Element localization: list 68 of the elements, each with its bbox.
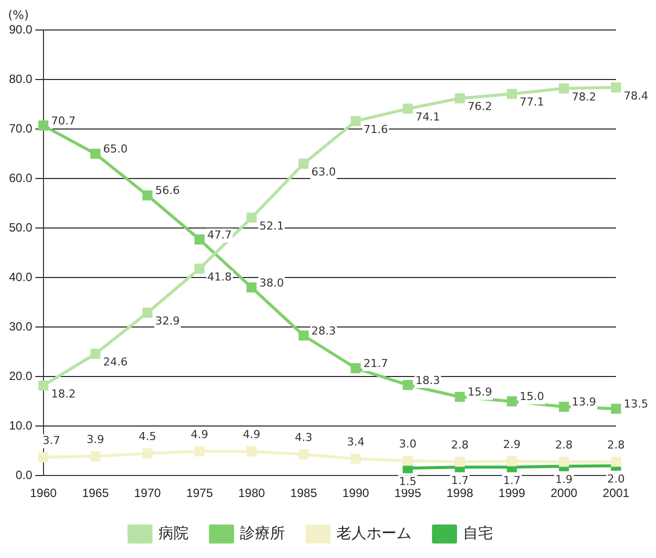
data-label: 63.0 [311,166,336,179]
y-tick-label: 20.0 [8,368,33,383]
y-tick-label: 30.0 [8,319,33,334]
y-tick-label: 40.0 [8,270,33,284]
y-tick-label: 70.0 [8,121,33,136]
y-tick-label: 60.0 [8,170,33,185]
data-label: 2.8 [607,438,625,452]
y-tick-label: 90.0 [8,22,33,36]
data-label: 18.2 [51,387,76,400]
data-label: 76.2 [468,100,492,114]
data-label: 52.1 [259,220,284,233]
data-label: 15.0 [520,390,544,404]
data-label: 2.8 [451,438,469,452]
y-axis-title: (%) [8,8,29,22]
data-label: 47.7 [207,228,232,242]
data-label: 78.4 [624,89,648,102]
data-label: 77.1 [520,96,544,109]
x-tick-label: 1965 [82,486,110,500]
data-label: 41.8 [207,270,232,284]
x-tick-label: 1985 [290,486,318,500]
x-tick-label: 1960 [30,486,58,500]
x-tick-label: 2001 [602,486,630,500]
data-label: 32.9 [155,314,180,328]
data-label: 1.9 [555,473,573,486]
data-label: 15.9 [468,386,492,399]
data-label: 65.0 [103,142,128,156]
legend-label: 老人ホーム [336,525,412,542]
data-label: 3.7 [42,434,60,448]
data-label: 4.9 [190,428,208,442]
data-label: 13.9 [572,396,596,409]
data-label: 2.0 [607,472,625,486]
data-label: 13.5 [624,398,648,411]
y-tick-label: 10.0 [8,418,33,432]
legend-label: 自宅 [463,525,493,542]
x-tick-label: 1975 [186,486,214,500]
data-label: 71.6 [363,122,388,136]
data-label: 38.0 [259,276,284,290]
data-label: 4.9 [242,428,260,442]
x-tick-label: 1980 [238,486,266,500]
data-label: 4.5 [138,430,156,444]
data-label: 3.0 [399,438,417,451]
data-label: 56.6 [155,184,180,198]
data-label: 3.9 [86,433,104,446]
x-tick-label: 1999 [498,486,526,500]
y-tick-label: 50.0 [8,220,33,234]
legend-label: 診療所 [240,525,285,542]
data-label: 24.6 [103,356,128,369]
data-label: 18.3 [416,374,440,387]
data-label: 74.1 [416,110,440,124]
x-tick-label: 1998 [446,486,474,500]
data-label: 1.7 [451,474,469,488]
data-label: 70.7 [51,114,76,128]
data-label: 2.8 [555,438,573,452]
y-tick-label: 0.0 [16,468,33,482]
data-label: 1.7 [503,474,521,488]
data-label: 21.7 [363,357,388,370]
data-label: 3.4 [346,436,364,449]
data-label: 28.3 [311,324,336,338]
data-label: 1.5 [399,475,417,488]
data-label: 4.3 [294,431,312,444]
data-label: 2.9 [503,438,521,452]
data-label: 78.2 [572,90,596,104]
x-tick-label: 2000 [550,486,578,500]
y-tick-label: 80.0 [8,72,33,86]
x-tick-label: 1970 [134,486,162,500]
legend-label: 病院 [158,525,188,542]
x-tick-label: 1995 [394,486,422,500]
x-tick-label: 1990 [342,486,370,500]
